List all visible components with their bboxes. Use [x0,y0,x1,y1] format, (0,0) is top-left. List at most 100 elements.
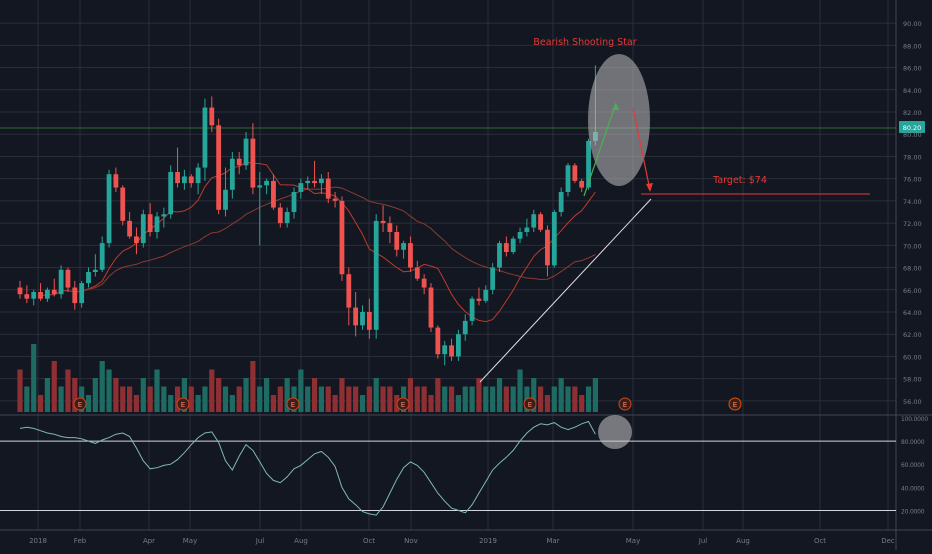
price-tick-label: 56.00 [903,398,922,406]
volume-bar [455,395,461,412]
volume-bar [462,386,468,412]
candlesticks [17,65,598,366]
candle-body [51,289,57,295]
earnings-marker-icon [73,397,87,411]
earnings-marker-label: E [291,401,295,409]
time-tick-label: Oct [814,537,826,545]
candle-body [401,243,406,250]
volume-bar [318,386,324,412]
time-tick-label: Feb [74,537,87,545]
price-tick-label: 58.00 [903,376,922,384]
time-tick-label: May [626,537,640,545]
volume-bar [181,378,187,412]
candle-body [243,138,249,166]
price-tick-label: 84.00 [903,87,922,95]
fast-moving-average [40,161,596,323]
candle-body [435,327,441,355]
volume-bar [531,378,537,412]
volume-bar [257,386,263,412]
volume-bar [65,369,71,412]
oscillator-tick-label: 40.0000 [901,485,925,492]
volume-bar [551,386,557,412]
candle-body [332,198,338,201]
candle-body [17,287,23,295]
volume-bar [421,386,427,412]
candle-body [195,167,201,184]
volume-bar [44,378,50,412]
time-tick-label: 2019 [479,537,497,545]
oscillator-highlight-circle [598,415,632,449]
time-tick-label: Apr [143,537,155,545]
candle-body [346,274,352,308]
candle-body [305,180,311,184]
volume-bar [202,386,208,412]
candle-body [45,289,50,299]
volume-bar [510,386,516,412]
volume-bar [538,386,544,412]
candle-body [216,125,222,210]
volume-bar [85,395,92,412]
volume-bar [380,386,386,412]
volume-bar [592,378,598,412]
current-price-label: 80.20 [903,124,922,132]
candle-body [298,183,304,192]
volume-bar [195,395,201,412]
candle-body [319,178,324,184]
volume-bar [51,361,57,412]
uptrend-arrowhead-icon [612,103,619,110]
candle-body [264,180,269,186]
price-tick-label: 60.00 [903,353,922,361]
volume-bar [366,386,372,412]
candle-body [531,214,537,228]
price-tick-label: 62.00 [903,331,922,339]
candle-body [58,269,64,295]
time-tick-label: 2018 [29,537,47,545]
volume-bar [442,386,448,412]
candle-body [72,287,78,304]
volume-bar [113,378,119,412]
volume-bar [270,395,277,412]
oscillator-panel: 20.0000 40.0000 60.0000 80.0000 100.0000 [0,415,929,516]
candle-body [353,307,359,326]
volume-bar [236,386,242,412]
candle-body [442,345,448,355]
volume-bar [298,369,304,412]
candle-body [538,214,543,230]
candle-body [414,267,420,279]
candle-body [277,207,283,224]
volume-bar [174,386,181,412]
price-tick-label: 66.00 [903,287,922,295]
volume-bar [31,344,37,412]
candle-body [490,267,496,290]
volume-bar [448,386,455,412]
volume-bar [387,386,393,412]
pattern-label: Bearish Shooting Star [533,37,636,48]
candle-body [503,243,509,252]
candle-body [284,212,290,224]
earnings-marker-label: E [733,401,737,409]
candle-body [325,178,331,199]
candle-body [250,138,256,188]
candle-body [339,200,345,275]
candle-body [113,174,119,188]
candle-body [497,243,502,268]
candle-body [586,140,591,188]
earnings-marker-icon [618,397,632,411]
earnings-marker-label: E [528,401,532,409]
moving-averages [40,161,596,323]
volume-bar [558,378,564,412]
price-tick-label: 90.00 [903,20,922,28]
time-tick-label: Dec [881,537,895,545]
candle-body [366,312,372,330]
volume-bar [414,386,420,412]
volume-bar [579,395,585,412]
earnings-marker-icon [396,397,410,411]
time-tick-label: Oct [363,537,375,545]
candle-body [106,174,112,244]
volume-bar [339,378,345,412]
time-tick-label: Nov [404,537,418,545]
candle-body [469,298,475,321]
current-price-badge [899,121,925,133]
volume-bar [428,395,434,412]
